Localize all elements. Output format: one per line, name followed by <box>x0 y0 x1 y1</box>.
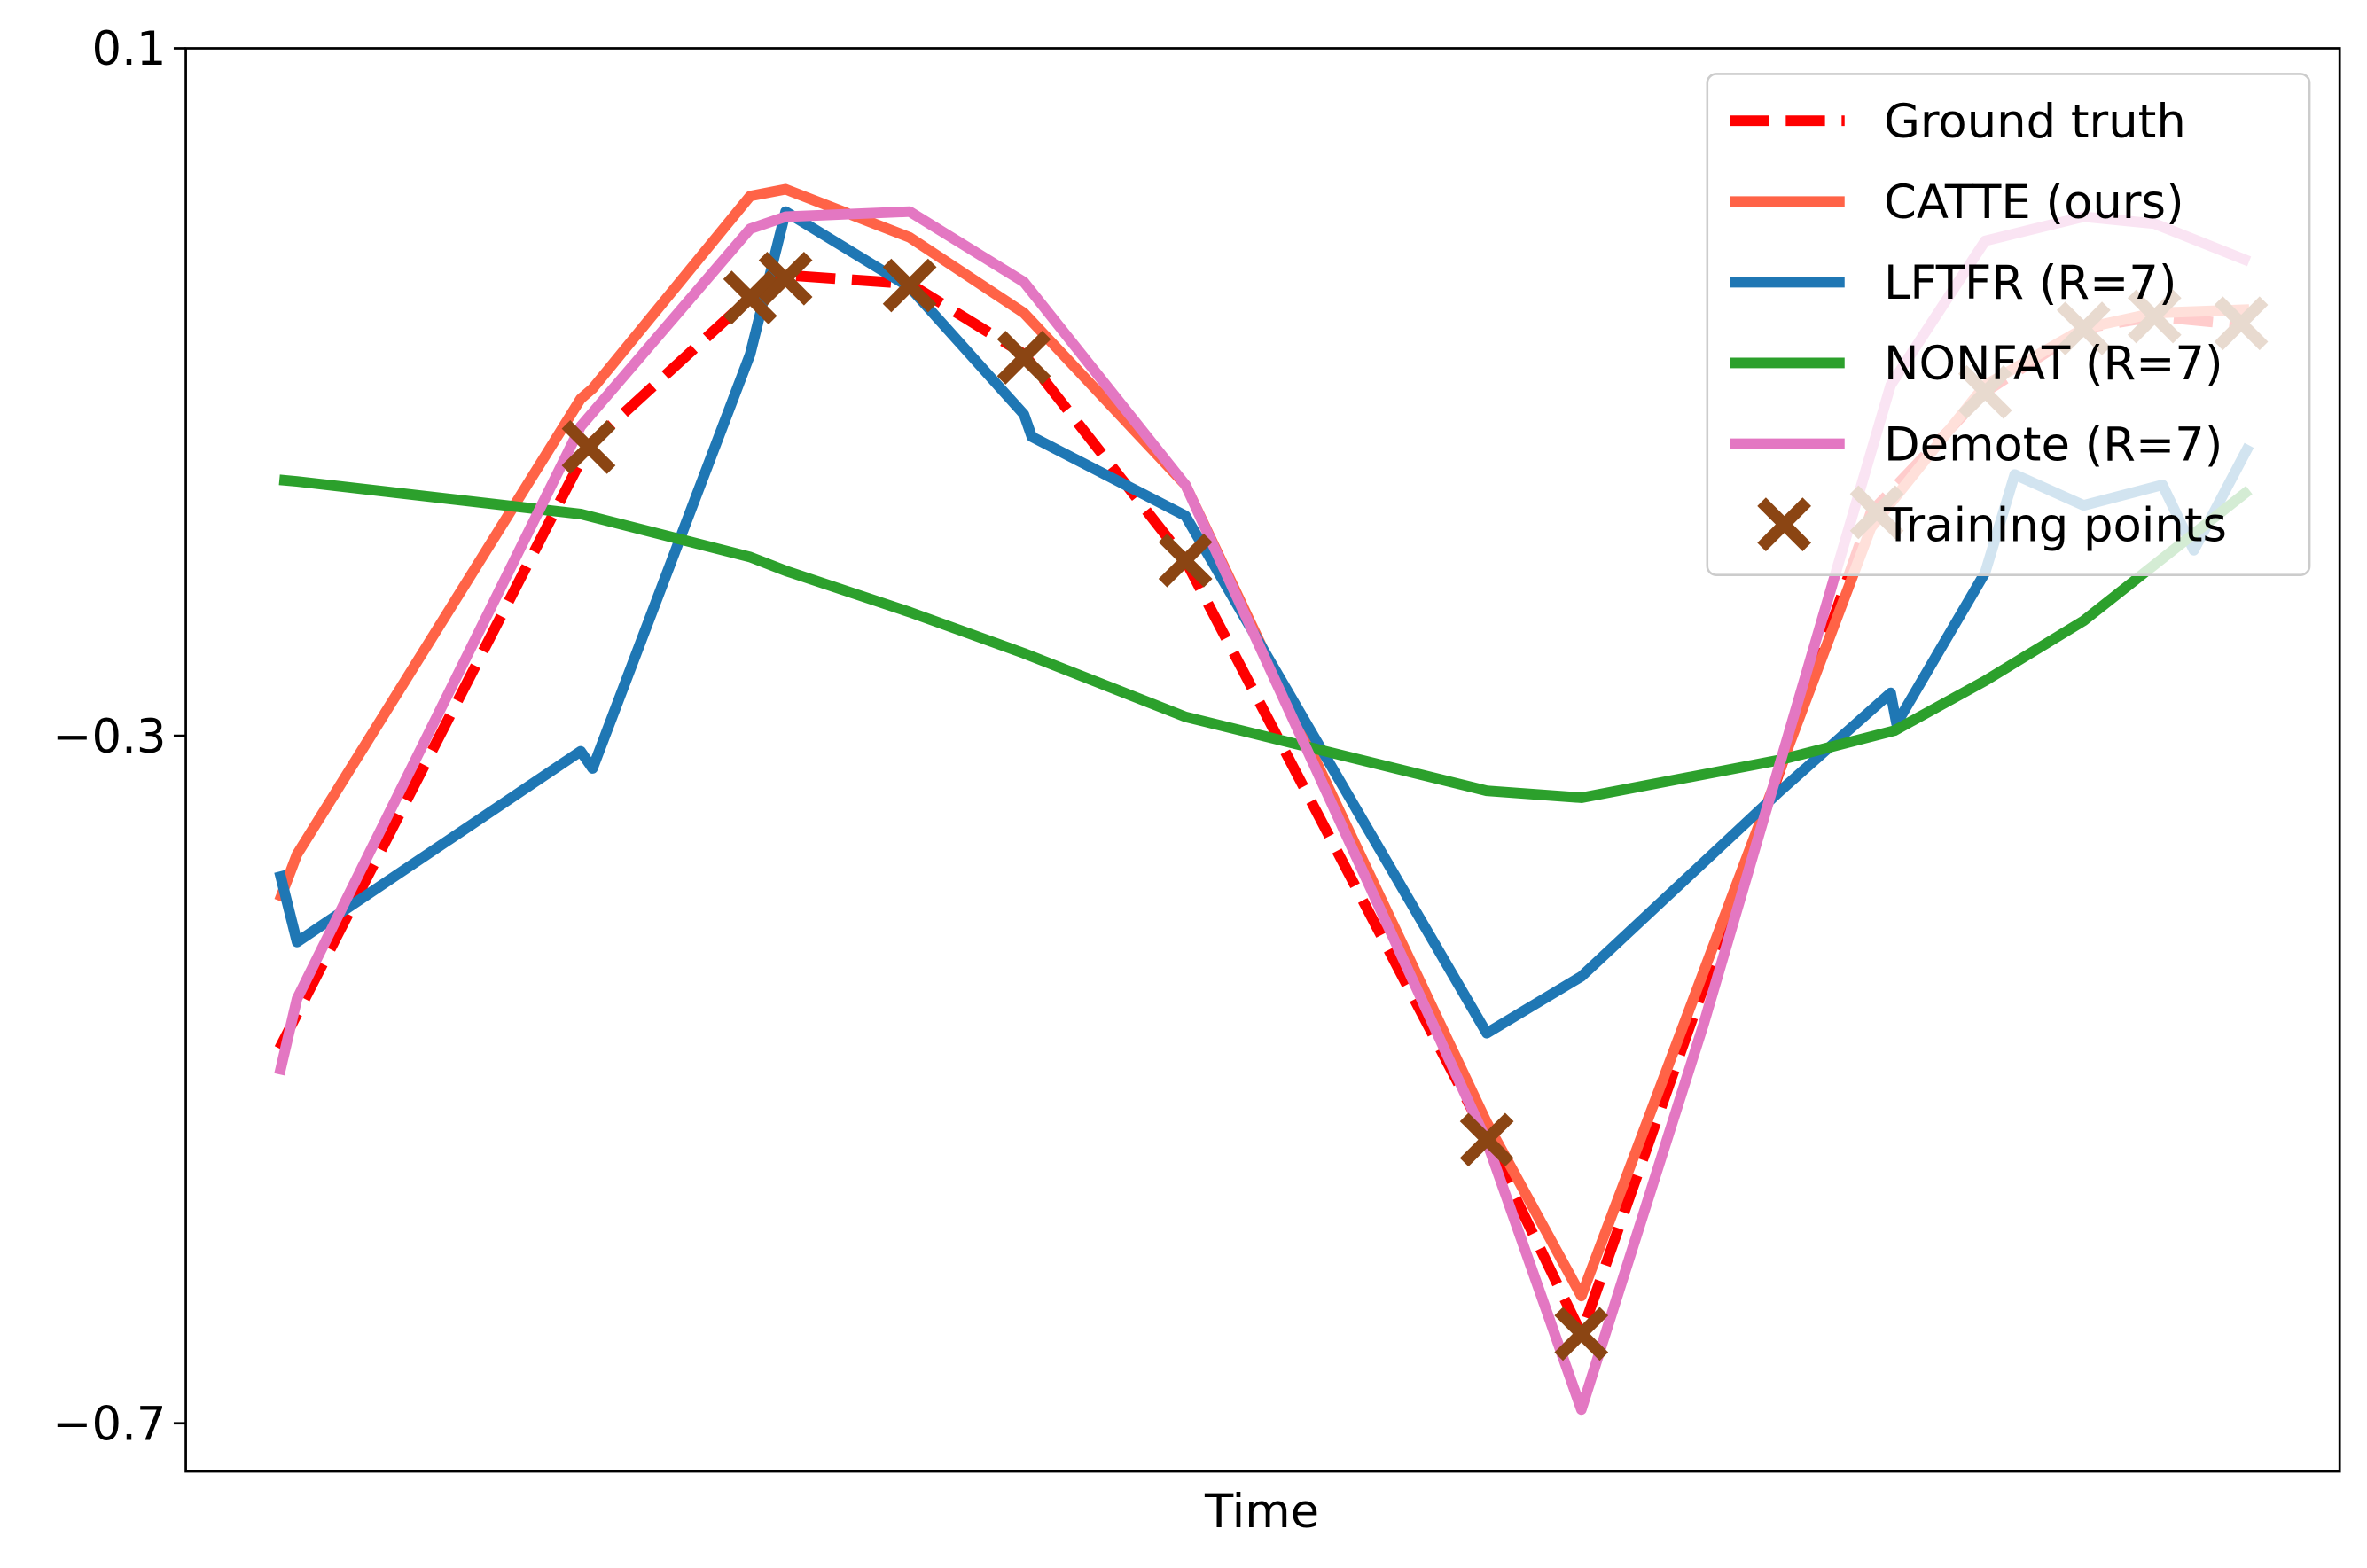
training-point-marker <box>758 251 813 306</box>
legend-box <box>1706 73 2311 576</box>
y-tick-label: 0.1 <box>92 22 167 76</box>
x-axis-label: Time <box>1204 1485 1319 1539</box>
training-point-marker <box>996 331 1051 385</box>
training-point-marker <box>1554 1307 1609 1361</box>
legend-label: Demote (R=7) <box>1884 417 2222 472</box>
legend-label: NONFAT (R=7) <box>1884 337 2223 391</box>
legend-label: LFTFR (R=7) <box>1884 256 2176 310</box>
y-axis: 0.1 −0.3 −0.7 <box>52 22 186 1451</box>
legend-marker <box>1757 497 1811 552</box>
legend-label: Training points <box>1883 498 2227 552</box>
legend-label: Ground truth <box>1884 95 2186 149</box>
legend-label: CATTE (ours) <box>1884 176 2184 230</box>
training-point-marker <box>882 258 937 313</box>
y-tick-label: −0.7 <box>52 1397 166 1451</box>
training-point-marker <box>723 270 777 325</box>
training-point-marker <box>1158 533 1213 588</box>
training-point-marker <box>1459 1112 1514 1167</box>
legend: Ground truth CATTE (ours) LFTFR (R=7) NONFA… <box>1706 73 2311 576</box>
y-tick-label: −0.3 <box>52 710 166 764</box>
axes-frame <box>184 47 2341 1473</box>
series-line-nonfat-r-7 <box>278 474 2253 803</box>
training-point-marker <box>561 419 616 474</box>
